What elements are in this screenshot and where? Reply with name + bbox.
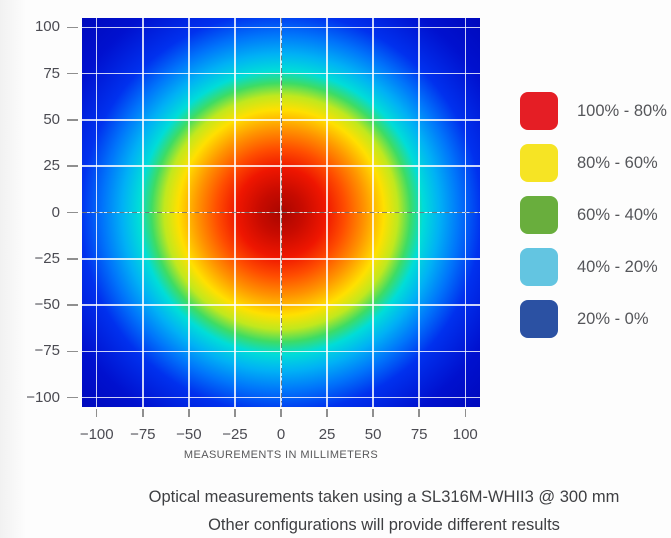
x-tick-label--50: −50 xyxy=(176,426,202,443)
caption-line-2: Other configurations will provide differ… xyxy=(208,516,560,534)
y-tick-label--100: −100 xyxy=(26,388,60,406)
x-tick-label--25: −25 xyxy=(222,426,248,443)
legend-item-0: 100% - 80% xyxy=(520,92,667,130)
y-tick-label-100: 100 xyxy=(34,18,60,36)
legend-swatch-3 xyxy=(520,248,558,286)
x-tick-50 xyxy=(372,409,374,417)
x-tick--50 xyxy=(188,409,190,417)
legend-label-0: 100% - 80% xyxy=(577,101,667,120)
x-axis-title: MEASUREMENTS IN MILLIMETERS xyxy=(183,449,379,461)
x-tick-label--75: −75 xyxy=(130,426,156,443)
x-tick-100 xyxy=(464,409,466,417)
y-tick-label-0: 0 xyxy=(51,203,60,221)
legend-item-2: 60% - 40% xyxy=(520,196,667,234)
y-tick-100 xyxy=(67,26,78,28)
y-tick-label-50: 50 xyxy=(43,110,60,128)
x-tick--75 xyxy=(142,409,144,417)
y-tick--25 xyxy=(67,258,78,260)
legend-swatch-2 xyxy=(520,196,558,234)
legend-swatch-4 xyxy=(520,300,558,338)
crosshair-vertical xyxy=(280,18,282,407)
legend-item-4: 20% - 0% xyxy=(520,300,667,338)
y-tick-label--75: −75 xyxy=(34,342,60,360)
x-tick-label--100: −100 xyxy=(79,426,114,443)
y-tick-label--50: −50 xyxy=(34,296,60,314)
y-tick-label-75: 75 xyxy=(43,64,60,82)
y-tick--75 xyxy=(67,350,78,353)
intensity-legend: 100% - 80% 80% - 60% 60% - 40% 40% - 20% 20%… xyxy=(520,92,667,338)
legend-label-2: 60% - 40% xyxy=(577,205,658,224)
x-tick-0 xyxy=(280,409,282,417)
legend-swatch-1 xyxy=(520,144,558,182)
x-tick--25 xyxy=(234,409,236,417)
caption-line-1: Optical measurements taken using a SL316… xyxy=(148,488,620,506)
x-tick-75 xyxy=(418,409,420,417)
y-tick--100 xyxy=(67,396,78,399)
legend-item-1: 80% - 60% xyxy=(520,144,667,182)
x-tick-25 xyxy=(326,409,328,417)
y-tick-75 xyxy=(67,72,78,75)
x-tick--100 xyxy=(95,409,98,417)
legend-label-4: 20% - 0% xyxy=(577,309,649,328)
y-tick-0 xyxy=(67,211,78,214)
x-tick-label-25: 25 xyxy=(318,426,336,443)
x-tick-label-75: 75 xyxy=(410,426,428,443)
legend-label-3: 40% - 20% xyxy=(577,257,658,276)
y-tick-label--25: −25 xyxy=(34,249,60,267)
x-tick-label-50: 50 xyxy=(364,426,382,443)
y-tick-50 xyxy=(67,119,78,121)
legend-label-1: 80% - 60% xyxy=(577,153,658,172)
plot-area xyxy=(82,18,480,407)
y-tick--50 xyxy=(67,304,78,306)
x-tick-label-100: 100 xyxy=(452,426,478,443)
figure-caption: Optical measurements taken using a SL316… xyxy=(97,483,671,538)
background-edge-shade xyxy=(0,0,26,538)
legend-item-3: 40% - 20% xyxy=(520,248,667,286)
legend-swatch-0 xyxy=(520,92,558,130)
y-tick-label-25: 25 xyxy=(43,157,60,175)
x-tick-label-0: 0 xyxy=(276,426,286,443)
y-tick-25 xyxy=(67,165,78,167)
